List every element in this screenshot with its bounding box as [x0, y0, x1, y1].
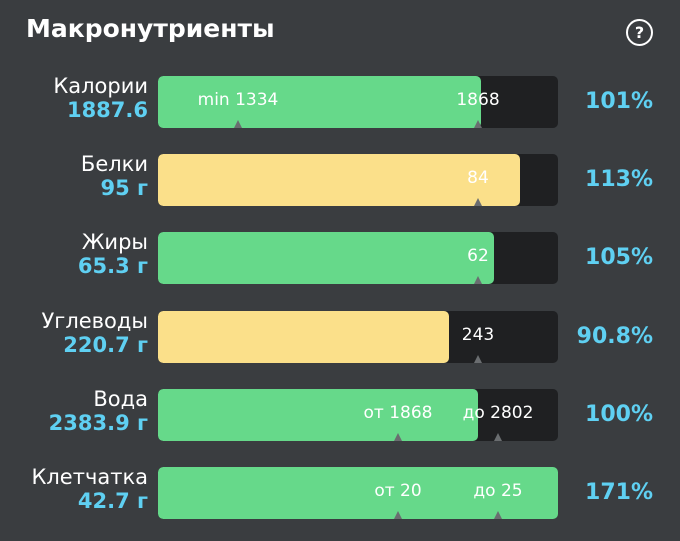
percent: 90.8% — [576, 323, 653, 349]
marker-label: до 25 — [473, 481, 523, 501]
marker-triangle — [394, 432, 402, 441]
percent: 100% — [585, 401, 653, 427]
progress-fill — [158, 467, 558, 519]
marker-label: от 1868 — [363, 402, 433, 423]
nutrient-name: Калории — [53, 74, 148, 98]
marker-label: 84 — [467, 168, 489, 189]
percent: 101% — [585, 89, 653, 114]
progress-fill — [158, 76, 482, 128]
marker-label: 243 — [461, 324, 495, 345]
marker-label: 1868 — [456, 90, 500, 110]
progress-bar: 243 — [158, 310, 558, 363]
percent: 113% — [585, 167, 653, 193]
progress-bar: от 20 до 25 — [158, 467, 558, 519]
nutrient-name: Белки — [80, 152, 148, 177]
marker-label: от 20 — [374, 481, 422, 501]
progress-bar: 84 — [158, 154, 558, 207]
nutrient-amount: 95 г — [100, 176, 148, 201]
title: Макронутриенты — [26, 14, 275, 43]
percent: 105% — [585, 245, 653, 271]
nutrient-name: Вода — [93, 386, 148, 411]
nutrient-name: Жиры — [81, 230, 148, 255]
marker-triangle — [474, 276, 482, 285]
marker-label: до 2802 — [462, 402, 534, 423]
marker-triangle — [494, 511, 502, 519]
marker-triangle — [474, 354, 482, 363]
marker-triangle — [474, 120, 482, 128]
help-button[interactable]: ? — [626, 19, 653, 46]
marker-label: 62 — [467, 246, 489, 267]
nutrient-name: Углеводы — [41, 308, 149, 333]
nutrient-amount: 65.3 г — [77, 254, 148, 279]
marker-triangle — [234, 120, 242, 128]
progress-fill — [158, 310, 449, 363]
marker-triangle — [494, 432, 502, 441]
marker-triangle — [474, 198, 482, 207]
progress-bar: 62 — [158, 232, 558, 285]
percent: 171% — [585, 480, 653, 505]
progress-fill — [158, 232, 494, 285]
nutrient-amount: 2383.9 г — [48, 410, 148, 435]
nutrient-amount: 1887.6 — [66, 98, 148, 122]
progress-bar: от 1868 до 2802 — [158, 388, 558, 441]
progress-fill — [158, 154, 520, 207]
marker-triangle — [394, 511, 402, 519]
progress-bar: min 1334 1868 — [158, 76, 558, 128]
progress-fill — [158, 388, 478, 441]
nutrient-amount: 220.7 г — [63, 332, 148, 357]
marker-label: min 1334 — [197, 90, 279, 110]
nutrient-amount: 42.7 г — [77, 489, 148, 513]
nutrient-name: Клетчатка — [31, 465, 148, 489]
